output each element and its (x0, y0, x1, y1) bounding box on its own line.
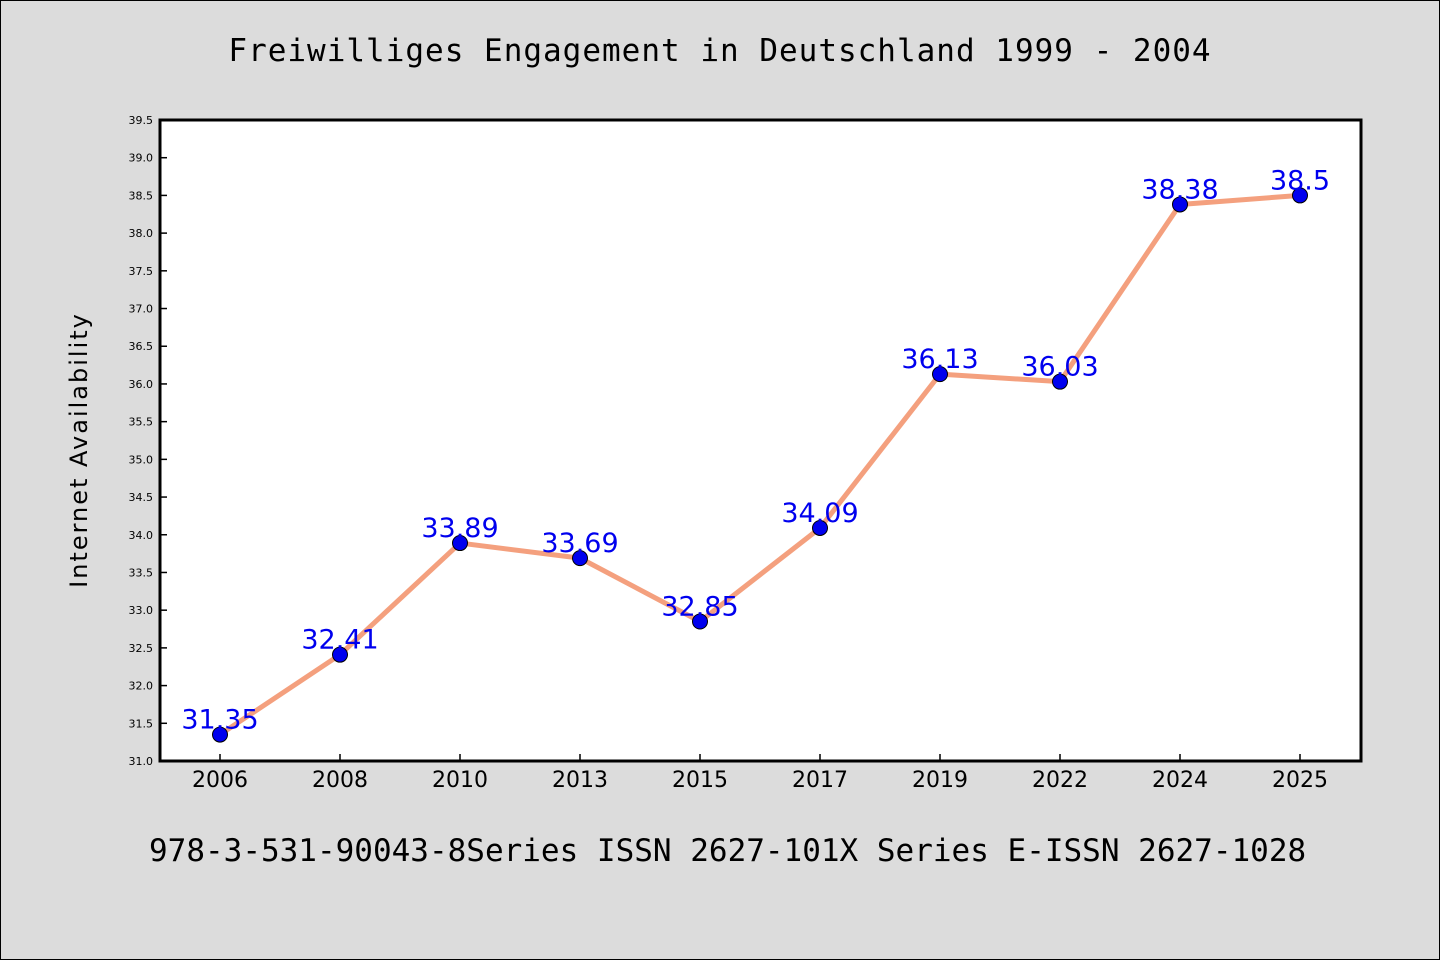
data-point (1052, 373, 1068, 390)
data-point (212, 726, 228, 743)
x-tick-label: 2022 (1032, 768, 1088, 793)
data-point (932, 366, 948, 383)
y-tick-label: 34.0 (129, 529, 154, 542)
y-tick-label: 36.5 (129, 340, 154, 353)
y-tick-label: 32.0 (129, 680, 154, 693)
y-tick-label: 37.5 (129, 265, 154, 278)
chart-title: Freiwilliges Engagement in Deutschland 1… (228, 33, 1212, 69)
y-tick-label: 39.0 (129, 152, 154, 165)
y-axis: 31.0 31.5 32.0 32.5 33.0 33.5 34.0 34.5 35.0 35.5… (129, 114, 167, 768)
x-tick-label: 2013 (552, 768, 608, 793)
data-label: 33.69 (541, 528, 618, 559)
data-label: 36.03 (1021, 352, 1098, 383)
y-tick-label: 35.5 (129, 416, 154, 429)
x-tick-label: 2017 (792, 768, 848, 793)
data-label: 34.09 (781, 498, 858, 529)
x-tick-label: 2019 (912, 768, 968, 793)
y-tick-label: 39.5 (129, 114, 154, 127)
y-tick-label: 31.5 (129, 717, 154, 730)
data-point (452, 535, 468, 552)
x-tick-label: 2024 (1152, 768, 1208, 793)
data-labels: 31.35 32.41 33.89 33.69 32.85 34.09 36.13 36.03… (181, 165, 1330, 735)
data-point (572, 550, 588, 567)
data-point (1172, 196, 1188, 213)
data-label: 32.85 (661, 591, 738, 622)
x-axis: 2006 2008 2010 2013 2015 2017 2019 2022 2024 2025 (192, 754, 1328, 793)
y-tick-label: 36.0 (129, 378, 154, 391)
plot-area (158, 118, 1363, 763)
data-label: 38.38 (1141, 174, 1218, 205)
x-tick-label: 2025 (1272, 768, 1328, 793)
data-point (332, 646, 348, 663)
series-line (218, 192, 1301, 737)
x-tick-label: 2010 (432, 768, 488, 793)
y-axis-label: Internet Availability (65, 312, 93, 588)
y-tick-label: 32.5 (129, 642, 154, 655)
data-label: 33.89 (421, 513, 498, 544)
data-label: 31.35 (181, 705, 258, 736)
data-point (692, 613, 708, 630)
data-label: 32.41 (301, 625, 378, 656)
y-tick-label: 38.5 (129, 189, 154, 202)
y-tick-label: 31.0 (129, 755, 154, 768)
footer-note: 978-3-531-90043-8Series ISSN 2627-101X S… (149, 833, 1307, 869)
data-point (812, 519, 828, 536)
data-point (1292, 187, 1308, 204)
y-tick-label: 33.0 (129, 604, 154, 617)
x-tick-label: 2015 (672, 768, 728, 793)
data-markers (212, 187, 1308, 743)
y-tick-label: 33.5 (129, 566, 154, 579)
x-tick-label: 2006 (192, 768, 248, 793)
y-tick-label: 37.0 (129, 303, 154, 316)
y-tick-label: 35.0 (129, 453, 154, 466)
data-label: 36.13 (901, 344, 978, 375)
data-label: 38.5 (1270, 165, 1330, 196)
y-tick-label: 38.0 (129, 227, 154, 240)
y-tick-label: 34.5 (129, 491, 154, 504)
x-tick-label: 2008 (312, 768, 368, 793)
